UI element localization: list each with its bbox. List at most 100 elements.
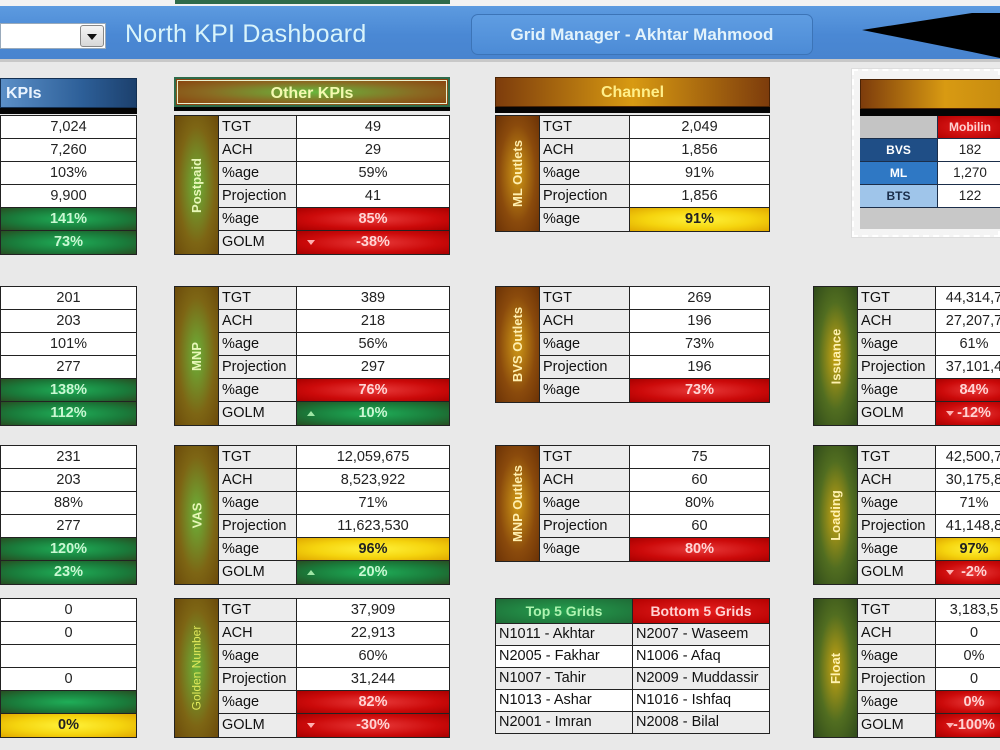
projection-label: Projection <box>858 668 936 690</box>
golm-value: -38% <box>297 231 449 254</box>
pct-label: %age <box>219 492 297 514</box>
tgt-label: TGT <box>219 446 297 468</box>
left-kpi-block-1: 7,024 7,260 103% 9,900 141% 73% <box>0 115 137 255</box>
kpi-golm: 73% <box>1 231 136 254</box>
golm-label: GOLM <box>858 402 936 425</box>
projection-value: 196 <box>630 356 769 378</box>
golm-value: 20% <box>297 561 449 584</box>
proj-pct-value: 97% <box>936 538 1000 560</box>
top-bottom-grids-table: Top 5 Grids Bottom 5 Grids N1011 - Akhta… <box>495 598 770 734</box>
tgt-value: 12,059,675 <box>297 446 449 468</box>
pct-label: %age <box>858 333 936 355</box>
top-grid-item: N1007 - Tahir <box>496 668 633 689</box>
projection-label: Projection <box>219 668 297 690</box>
grid-manager-label[interactable]: Grid Manager - Akhtar Mahmood <box>471 14 813 55</box>
ach-value: 218 <box>297 310 449 332</box>
projection-label: Projection <box>858 515 936 537</box>
golm-label: GOLM <box>219 231 297 254</box>
pct-label: %age <box>219 645 297 667</box>
kpis-panel: KPIs <box>0 78 137 114</box>
golm-value: -100% <box>936 714 1000 737</box>
kpi-card-side-label: Golden Number <box>175 599 219 737</box>
tgt-label: TGT <box>219 599 297 621</box>
table-row: N2005 - Fakhar N1006 - Afaq <box>496 645 769 667</box>
ach-value: 30,175,8 <box>936 469 1000 491</box>
kpi-card-side-label: VAS <box>175 446 219 584</box>
bottom-grids-header: Bottom 5 Grids <box>633 599 769 623</box>
ach-value: 1,856 <box>630 139 769 161</box>
top-grid-item: N2001 - Imran <box>496 712 633 733</box>
mobilink-column-header: Mobilin <box>938 116 1000 138</box>
channel-card-side-label: MNP Outlets <box>496 446 540 561</box>
arrow-icon <box>862 13 1000 58</box>
tgt-label: TGT <box>540 116 630 138</box>
kpi-value: 203 <box>1 310 136 333</box>
pct-value: 60% <box>297 645 449 667</box>
region-dropdown[interactable] <box>0 23 106 49</box>
other-kpis-panel: Other KPIs <box>174 77 450 111</box>
kpi-projection-pct: 141% <box>1 208 136 231</box>
channel-card-side-label: ML Outlets <box>496 116 540 231</box>
ach-label: ACH <box>858 310 936 332</box>
kpi-card-side-label: Float <box>814 599 858 737</box>
ach-label: ACH <box>219 469 297 491</box>
kpi-card-side-label: Issuance <box>814 287 858 425</box>
left-kpi-block-4: 0 0 0 0% <box>0 598 137 738</box>
pct-value: 59% <box>297 162 449 184</box>
channel-card-bvs-outlets: BVS Outlets TGT 269 ACH 196 %age 73% Projec… <box>495 286 770 403</box>
channel-card-side-label: BVS Outlets <box>496 287 540 402</box>
projection-label: Projection <box>219 356 297 378</box>
ach-value: 22,913 <box>297 622 449 644</box>
ach-label: ACH <box>540 469 630 491</box>
pct-label: %age <box>858 492 936 514</box>
top-strip <box>0 0 1000 6</box>
projection-value: 297 <box>297 356 449 378</box>
chevron-down-icon[interactable] <box>80 25 104 47</box>
pct-value: 61% <box>936 333 1000 355</box>
golm-value: -12% <box>936 402 1000 425</box>
table-row: N1007 - Tahir N2009 - Muddassir <box>496 667 769 689</box>
proj-pct-label: %age <box>540 538 630 561</box>
divider <box>495 107 770 113</box>
ach-value: 29 <box>297 139 449 161</box>
kpi-projection-pct: 120% <box>1 538 136 561</box>
tgt-value: 269 <box>630 287 769 309</box>
kpi-card-golden-number: Golden Number TGT 37,909 ACH 22,913 %age 60… <box>174 598 450 738</box>
kpi-value: 88% <box>1 492 136 515</box>
ach-label: ACH <box>219 622 297 644</box>
channel-card-mnp-outlets: MNP Outlets TGT 75 ACH 60 %age 80% Projecti… <box>495 445 770 562</box>
kpi-value: 0 <box>1 622 136 645</box>
ach-label: ACH <box>540 310 630 332</box>
bottom-grid-item: N1016 - Ishfaq <box>633 690 769 711</box>
table-row: N1011 - Akhtar N2007 - Waseem <box>496 623 769 645</box>
projection-label: Projection <box>540 356 630 378</box>
proj-pct-label: %age <box>219 379 297 401</box>
tgt-label: TGT <box>219 116 297 138</box>
kpi-value: 7,024 <box>1 116 136 139</box>
proj-pct-label: %age <box>540 379 630 402</box>
ach-value: 0 <box>936 622 1000 644</box>
ach-value: 196 <box>630 310 769 332</box>
bottom-grid-item: N2009 - Muddassir <box>633 668 769 689</box>
projection-label: Projection <box>540 185 630 207</box>
bottom-grid-item: N1006 - Afaq <box>633 646 769 667</box>
tgt-label: TGT <box>219 287 297 309</box>
proj-pct-value: 76% <box>297 379 449 401</box>
kpi-value: 0 <box>1 668 136 691</box>
divider <box>174 107 450 111</box>
tgt-value: 2,049 <box>630 116 769 138</box>
kpi-card-side-label: Loading <box>814 446 858 584</box>
bts-value: 122 <box>938 185 1000 207</box>
pct-label: %age <box>219 333 297 355</box>
proj-pct-label: %age <box>858 691 936 713</box>
pct-value: 71% <box>297 492 449 514</box>
proj-pct-value: 84% <box>936 379 1000 401</box>
ach-value: 60 <box>630 469 769 491</box>
proj-pct-value: 96% <box>297 538 449 560</box>
tgt-value: 44,314,7 <box>936 287 1000 309</box>
pct-label: %age <box>540 333 630 355</box>
kpi-value: 103% <box>1 162 136 185</box>
proj-pct-label: %age <box>540 208 630 231</box>
other-kpis-title[interactable]: Other KPIs <box>174 77 450 107</box>
tgt-value: 49 <box>297 116 449 138</box>
